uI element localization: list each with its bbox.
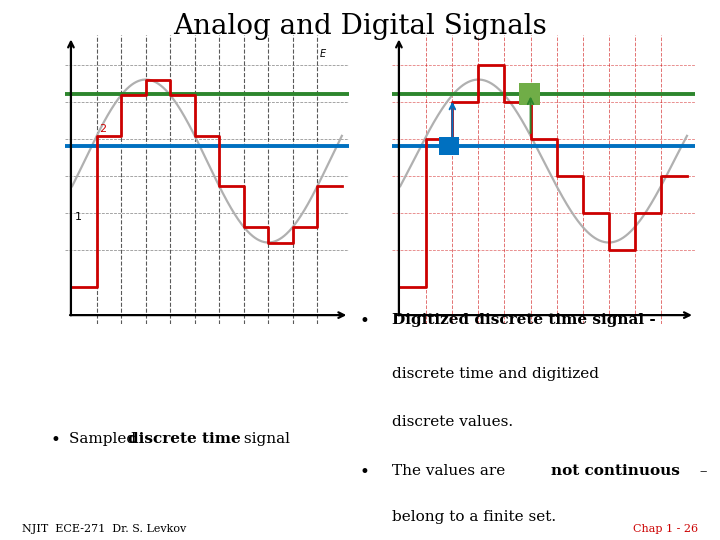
Text: –: – (695, 464, 707, 478)
Text: 2: 2 (99, 124, 106, 134)
FancyBboxPatch shape (439, 137, 459, 155)
Text: •: • (360, 313, 370, 330)
Text: discrete time: discrete time (127, 432, 240, 446)
Text: Digitized discrete time signal -: Digitized discrete time signal - (392, 313, 656, 327)
Text: The values are: The values are (392, 464, 510, 478)
Text: Analog and Digital Signals: Analog and Digital Signals (173, 14, 547, 40)
Text: •: • (50, 432, 60, 449)
Text: belong to a finite set.: belong to a finite set. (392, 510, 557, 524)
Text: discrete time and digitized: discrete time and digitized (392, 367, 599, 381)
Text: •: • (360, 464, 370, 481)
Text: Sampled: Sampled (68, 432, 140, 446)
Text: NJIT  ECE-271  Dr. S. Levkov: NJIT ECE-271 Dr. S. Levkov (22, 523, 186, 534)
Text: Chap 1 - 26: Chap 1 - 26 (634, 523, 698, 534)
Text: discrete values.: discrete values. (392, 415, 513, 429)
Text: 1: 1 (75, 212, 82, 222)
Text: signal: signal (239, 432, 290, 446)
Text: E: E (320, 49, 326, 59)
Text: not continuous: not continuous (551, 464, 680, 478)
FancyBboxPatch shape (519, 83, 540, 105)
